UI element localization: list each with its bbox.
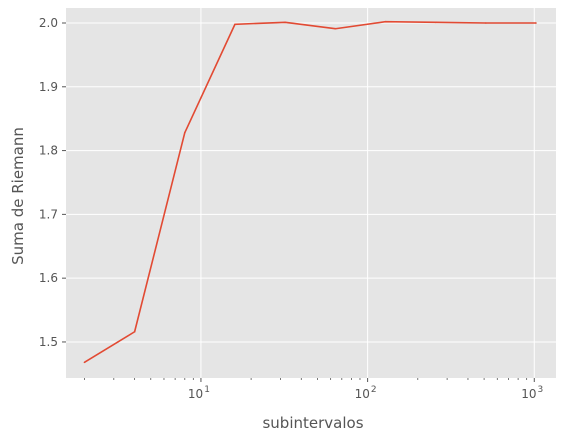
x-tick-label: 101 xyxy=(188,385,210,401)
plot-background xyxy=(66,8,556,378)
data-point xyxy=(385,21,387,23)
y-tick-label: 1.6 xyxy=(39,271,58,285)
x-tick-label: 103 xyxy=(521,385,543,401)
y-tick-label: 1.5 xyxy=(39,335,58,349)
y-tick-label: 2.0 xyxy=(39,16,58,30)
y-tick-label: 1.7 xyxy=(39,207,58,221)
x-tick-label: 102 xyxy=(355,385,377,401)
minor-ticks xyxy=(84,378,526,380)
y-axis-label: Suma de Riemann xyxy=(9,127,27,265)
data-point xyxy=(284,22,286,24)
y-tick-label: 1.8 xyxy=(39,144,58,158)
x-axis-label: subintervalos xyxy=(262,414,363,432)
y-tick-labels: 1.5 1.6 1.7 1.8 1.9 2.0 xyxy=(39,16,66,349)
x-tick-labels: 101 102 103 xyxy=(188,378,543,401)
data-point xyxy=(234,23,236,25)
data-point xyxy=(435,22,437,24)
data-point xyxy=(485,22,487,24)
data-point xyxy=(184,132,186,134)
data-point xyxy=(84,362,86,364)
data-point xyxy=(535,22,537,24)
data-point xyxy=(134,331,136,333)
y-tick-label: 1.9 xyxy=(39,80,58,94)
data-point xyxy=(335,28,337,30)
